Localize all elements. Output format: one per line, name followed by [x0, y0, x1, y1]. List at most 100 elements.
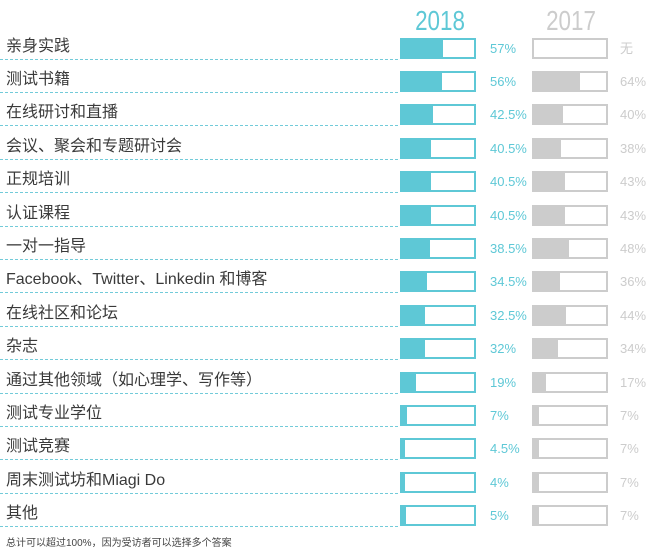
value-label-2018: 38.5%: [490, 240, 527, 256]
category-label: 在线研讨和直播: [6, 104, 119, 122]
value-label-2018: 5%: [490, 508, 509, 524]
bar-fill-2018: [402, 340, 426, 358]
bar-fill-2018: [402, 39, 444, 57]
row-divider: [0, 158, 398, 160]
category-label: 测试竞赛: [6, 438, 71, 456]
row-divider: [0, 359, 398, 361]
bar-fill-2018: [402, 273, 427, 291]
category-label: 周末测试坊和Miagi Do: [6, 471, 166, 489]
bar-fill-2018: [402, 373, 416, 391]
bar-2018: [400, 237, 476, 259]
category-label: 亲身实践: [6, 37, 71, 55]
row-divider: [0, 258, 398, 260]
value-label-2017: 无: [620, 40, 634, 56]
category-label: 杂志: [6, 338, 39, 356]
row-divider: [0, 225, 398, 227]
bar-fill-2017: [534, 106, 563, 124]
bar-fill-2018: [402, 106, 433, 124]
bar-fill-2018: [402, 139, 432, 157]
value-label-2018: 7%: [490, 407, 509, 423]
row-divider: [0, 425, 398, 427]
bar-fill-2018: [402, 239, 430, 257]
row-divider: [0, 91, 398, 93]
bar-2017: [532, 171, 608, 193]
bar-fill-2017: [534, 206, 565, 224]
bar-2017: [532, 237, 608, 259]
series-header-2017: 2017: [546, 5, 596, 36]
value-label-2018: 32%: [490, 341, 517, 357]
bar-fill-2017: [534, 340, 559, 358]
chart-row: 一对一指导 38.5% 48%: [0, 232, 650, 264]
value-label-2017: 7%: [620, 474, 639, 490]
bar-fill-2017: [534, 239, 569, 257]
value-label-2017: 43%: [620, 174, 647, 190]
row-divider: [0, 526, 398, 528]
bar-fill-2017: [534, 373, 547, 391]
bar-fill-2017: [534, 72, 581, 90]
bar-2018: [400, 505, 476, 527]
bar-2017: [532, 104, 608, 126]
category-label: 会议、聚会和专题研讨会: [6, 137, 183, 155]
value-label-2017: 7%: [620, 407, 639, 423]
category-label: 测试专业学位: [6, 404, 103, 422]
bar-2018: [400, 104, 476, 126]
bar-2017: [532, 404, 608, 426]
bar-2017: [532, 70, 608, 92]
chart-row: 测试专业学位 7% 7%: [0, 399, 650, 431]
bar-2018: [400, 338, 476, 360]
bar-2017: [532, 438, 608, 460]
value-label-2017: 17%: [620, 374, 647, 390]
bar-2018: [400, 70, 476, 92]
value-label-2017: 43%: [620, 207, 647, 223]
bar-2017: [532, 338, 608, 360]
bar-2018: [400, 438, 476, 460]
chart-row: 通过其他领域（如心理学、写作等） 19% 17%: [0, 366, 650, 398]
bar-fill-2017: [534, 507, 540, 525]
bar-fill-2018: [402, 306, 426, 324]
category-label: 其他: [6, 505, 39, 523]
bar-2017: [532, 37, 608, 59]
value-label-2018: 4.5%: [490, 441, 520, 457]
row-divider: [0, 392, 398, 394]
chart-row: 会议、聚会和专题研讨会 40.5% 38%: [0, 132, 650, 164]
category-label: 正规培训: [6, 171, 71, 189]
bar-fill-2017: [534, 406, 540, 424]
bar-fill-2017: [534, 139, 562, 157]
bar-2018: [400, 471, 476, 493]
bar-2017: [532, 371, 608, 393]
value-label-2018: 56%: [490, 73, 517, 89]
chart-row: 在线研讨和直播 42.5% 40%: [0, 98, 650, 130]
value-label-2017: 48%: [620, 240, 647, 256]
row-divider: [0, 459, 398, 461]
row-divider: [0, 58, 398, 60]
bar-2018: [400, 204, 476, 226]
row-divider: [0, 125, 398, 127]
bar-2018: [400, 271, 476, 293]
row-divider: [0, 292, 398, 294]
bar-2018: [400, 137, 476, 159]
value-label-2017: 7%: [620, 441, 639, 457]
value-label-2018: 34.5%: [490, 274, 527, 290]
value-label-2018: 32.5%: [490, 307, 527, 323]
value-label-2017: 44%: [620, 307, 647, 323]
bar-fill-2018: [402, 473, 405, 491]
bar-fill-2017: [534, 273, 560, 291]
bar-2017: [532, 471, 608, 493]
bar-2017: [532, 137, 608, 159]
bar-fill-2018: [402, 406, 408, 424]
chart-row: 亲身实践 57% 无: [0, 32, 650, 64]
bar-2018: [400, 371, 476, 393]
bar-2018: [400, 171, 476, 193]
bar-2017: [532, 505, 608, 527]
chart-row: 杂志 32% 34%: [0, 332, 650, 364]
value-label-2018: 19%: [490, 374, 517, 390]
value-label-2018: 57%: [490, 40, 517, 56]
series-header-2018: 2018: [415, 5, 465, 36]
bar-fill-2018: [402, 173, 432, 191]
bar-2017: [532, 304, 608, 326]
bar-2018: [400, 404, 476, 426]
value-label-2018: 42.5%: [490, 107, 527, 123]
value-label-2017: 7%: [620, 508, 639, 524]
bar-fill-2018: [402, 72, 443, 90]
